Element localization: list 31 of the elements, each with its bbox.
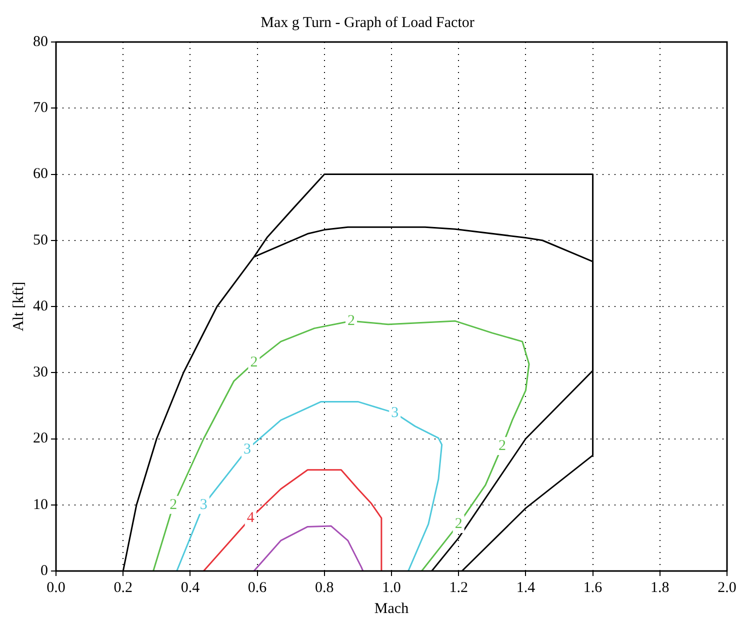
x-axis-title: Mach — [374, 600, 410, 617]
x-tick-label: 1.8 — [650, 580, 670, 596]
x-tick-label: 0.2 — [114, 580, 132, 596]
x-tick-label: 2.0 — [718, 580, 736, 596]
x-tick-label: 0.6 — [248, 580, 268, 596]
y-tick-label: 60 — [33, 166, 48, 182]
annotation: 3 — [243, 441, 251, 458]
annotation: 2 — [250, 354, 258, 371]
y-tick-label: 0 — [40, 562, 48, 579]
annotation: 3 — [391, 404, 399, 421]
y-tick-label: 40 — [33, 298, 48, 314]
annotation: 2 — [347, 312, 355, 329]
annotation: 2 — [170, 496, 178, 513]
chart-title: Max g Turn - Graph of Load Factor — [260, 14, 474, 31]
x-tick-label: 0.4 — [180, 580, 200, 596]
x-tick-label: 0.0 — [46, 580, 66, 596]
annotation: 2 — [454, 516, 462, 532]
y-axis-title: Alt [kft] — [10, 282, 27, 332]
y-tick-label: 70 — [33, 100, 48, 116]
y-tick-label: 10 — [33, 496, 48, 513]
y-tick-label: 30 — [33, 364, 48, 381]
annotation: 2 — [498, 438, 506, 454]
y-tick-label: 50 — [33, 232, 48, 248]
x-tick-label: 1.4 — [516, 580, 536, 596]
x-tick-label: 0.8 — [315, 580, 334, 596]
x-tick-label: 1.2 — [449, 580, 468, 596]
annotation: 3 — [200, 496, 208, 513]
x-tick-label: 1.6 — [583, 580, 603, 596]
y-tick-label: 80 — [33, 34, 48, 50]
x-tick-label: 1.0 — [382, 580, 401, 596]
y-tick-label: 20 — [33, 430, 48, 447]
